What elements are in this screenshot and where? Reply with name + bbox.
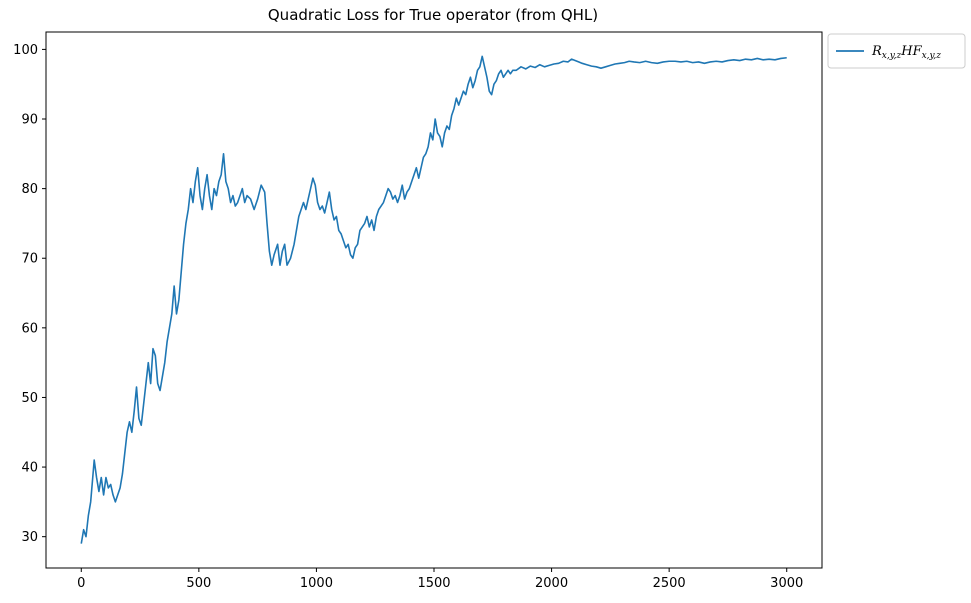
- x-tick-label: 0: [77, 576, 85, 591]
- x-tick-label: 2000: [535, 576, 568, 591]
- x-tick-label: 2500: [653, 576, 686, 591]
- y-tick-label: 30: [21, 530, 38, 545]
- plot-area: [45, 31, 823, 569]
- y-tick-label: 70: [21, 252, 38, 267]
- y-axis-ticks: 30 40 50 60 70 80 90 100: [13, 43, 46, 545]
- y-tick-label: 50: [21, 391, 38, 406]
- legend-label: Rx,y,zHFx,y,z: [871, 44, 941, 61]
- chart-title: Quadratic Loss for True operator (from Q…: [268, 6, 598, 24]
- legend: Rx,y,zHFx,y,z: [827, 33, 966, 69]
- x-tick-label: 500: [186, 576, 211, 591]
- plot-background: [46, 32, 822, 568]
- y-tick-label: 40: [21, 461, 38, 476]
- x-tick-label: 1500: [417, 576, 450, 591]
- legend-box: [827, 33, 966, 69]
- y-tick-label: 60: [21, 321, 38, 336]
- x-axis-ticks: 0 500 1000 1500 2000 2500 3000: [77, 568, 803, 591]
- x-tick-label: 1000: [300, 576, 333, 591]
- y-tick-label: 90: [21, 113, 38, 128]
- y-tick-label: 100: [13, 43, 38, 58]
- x-tick-label: 3000: [770, 576, 803, 591]
- y-tick-label: 80: [21, 182, 38, 197]
- series-line-0: [80, 55, 787, 544]
